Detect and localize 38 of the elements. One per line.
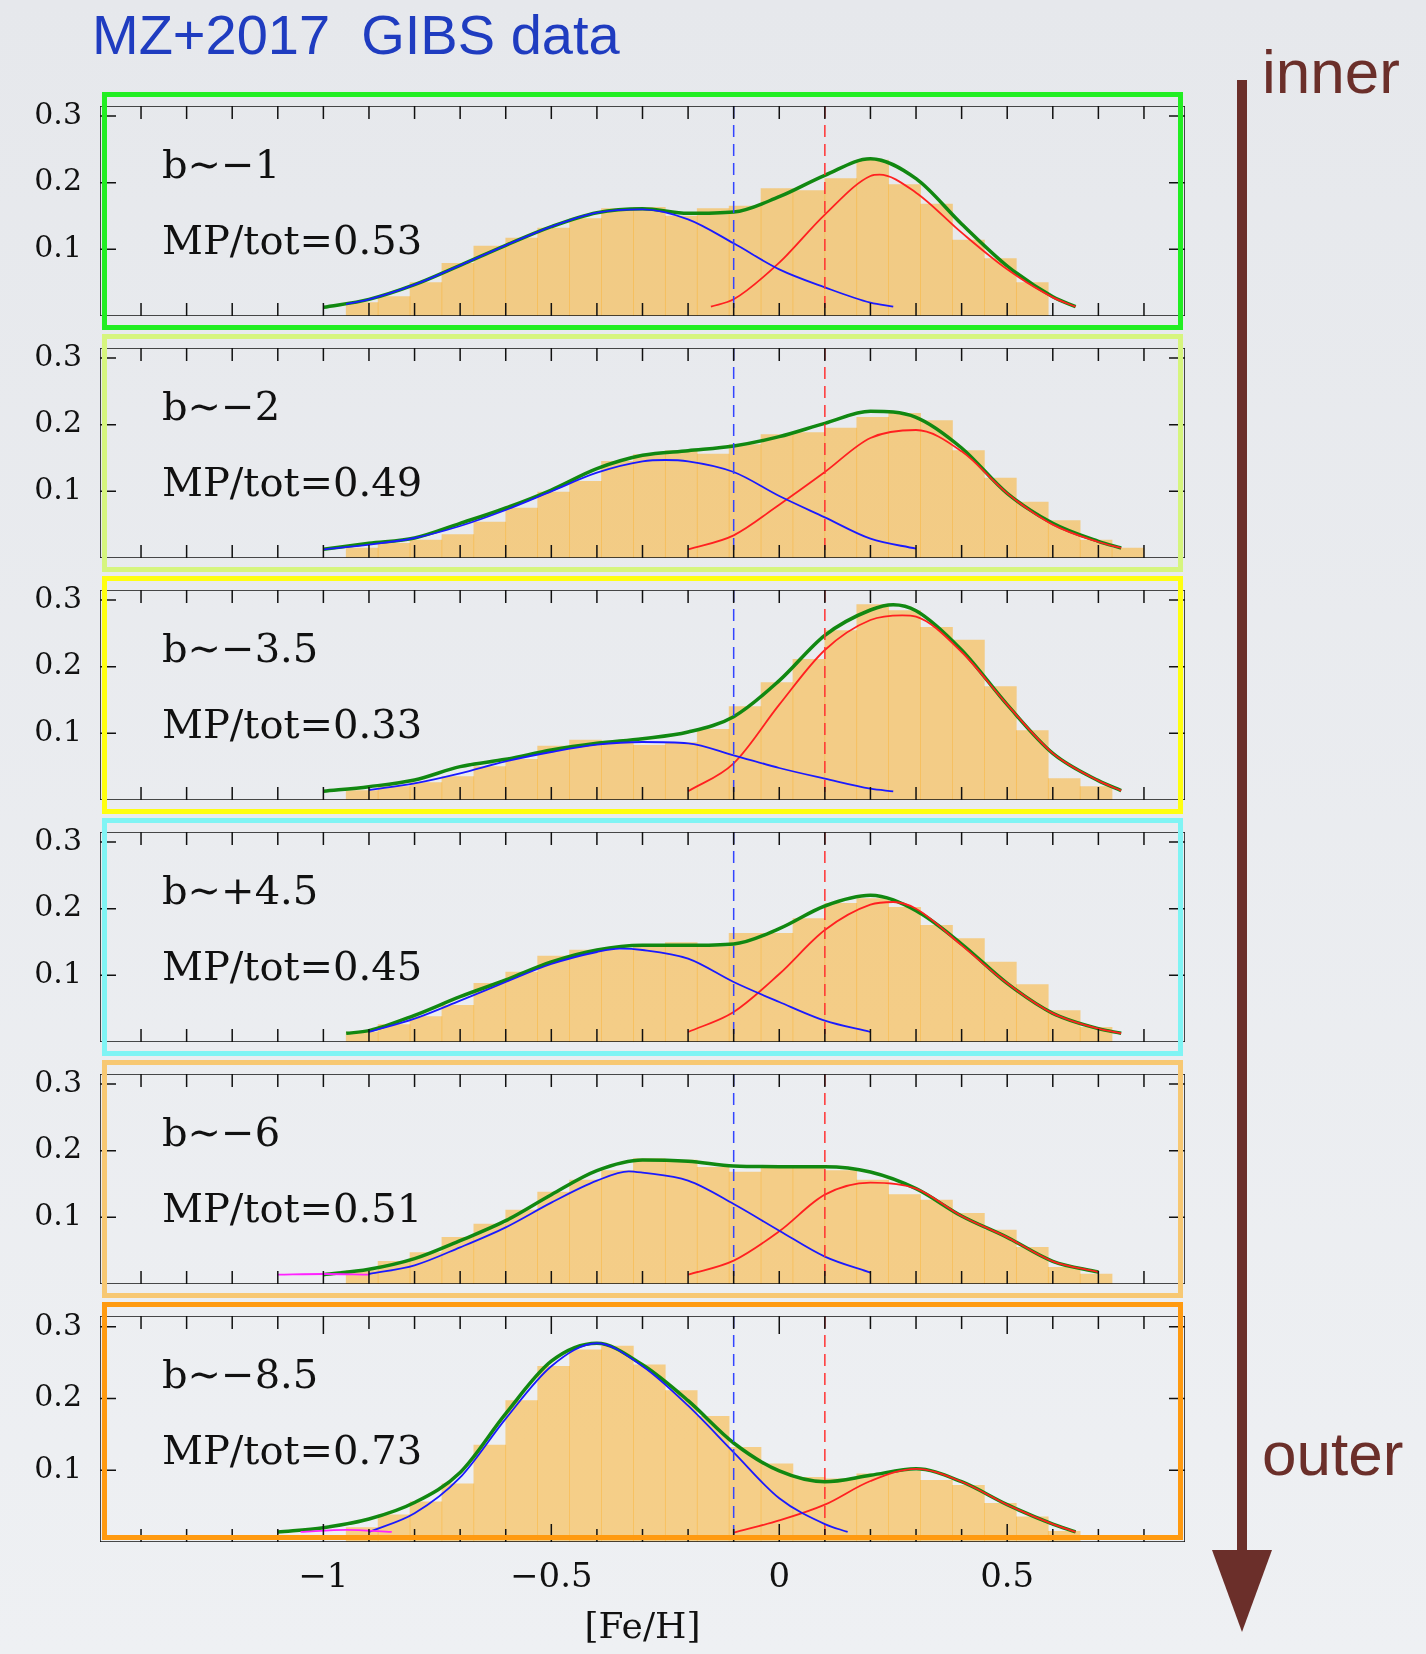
y-tick-label: 0.1 [34, 713, 82, 749]
text: inner [1262, 36, 1400, 107]
x-tick-label: 0 [768, 1555, 791, 1596]
y-tick-label: 0.3 [34, 1306, 82, 1342]
y-tick-label: 0.1 [34, 1197, 82, 1233]
annotation: b∼+4.5 [162, 867, 319, 914]
y-tick-label: 0.1 [34, 1450, 82, 1486]
annotation: b∼−8.5 [162, 1351, 319, 1398]
y-tick-label: 0.2 [34, 888, 82, 924]
annotation: MP/tot=0.53 [162, 217, 423, 264]
y-tick-label: 0.2 [34, 162, 82, 198]
text: outer [1262, 1418, 1404, 1489]
annotation: b∼−1 [162, 141, 281, 188]
y-tick-label: 0.1 [34, 955, 82, 991]
annotation: MP/tot=0.33 [162, 701, 423, 748]
y-tick-label: 0.3 [34, 1063, 82, 1099]
y-tick-label: 0.3 [34, 821, 82, 857]
x-axis-title: [Fe/H] [584, 1604, 701, 1646]
y-tick-label: 0.2 [34, 646, 82, 682]
y-tick-label: 0.1 [34, 229, 82, 265]
annotation: b∼−2 [162, 383, 281, 430]
y-tick-label: 0.2 [34, 1378, 82, 1414]
x-tick-label: −0.5 [510, 1555, 593, 1596]
y-tick-label: 0.3 [34, 337, 82, 373]
annotation: MP/tot=0.73 [162, 1427, 423, 1474]
annotation: b∼−3.5 [162, 625, 319, 672]
y-tick-label: 0.2 [34, 1130, 82, 1166]
y-tick-label: 0.3 [34, 95, 82, 131]
annotation: MP/tot=0.49 [162, 459, 423, 506]
y-tick-label: 0.2 [34, 404, 82, 440]
chart-title: MZ+2017 GIBS data [92, 2, 620, 67]
y-tick-label: 0.1 [34, 471, 82, 507]
annotation: b∼−6 [162, 1109, 281, 1156]
annotation: MP/tot=0.51 [162, 1185, 423, 1232]
y-tick-label: 0.3 [34, 579, 82, 615]
x-tick-label: 0.5 [980, 1555, 1035, 1596]
x-tick-label: −1 [298, 1555, 349, 1596]
annotation: MP/tot=0.45 [162, 943, 423, 990]
